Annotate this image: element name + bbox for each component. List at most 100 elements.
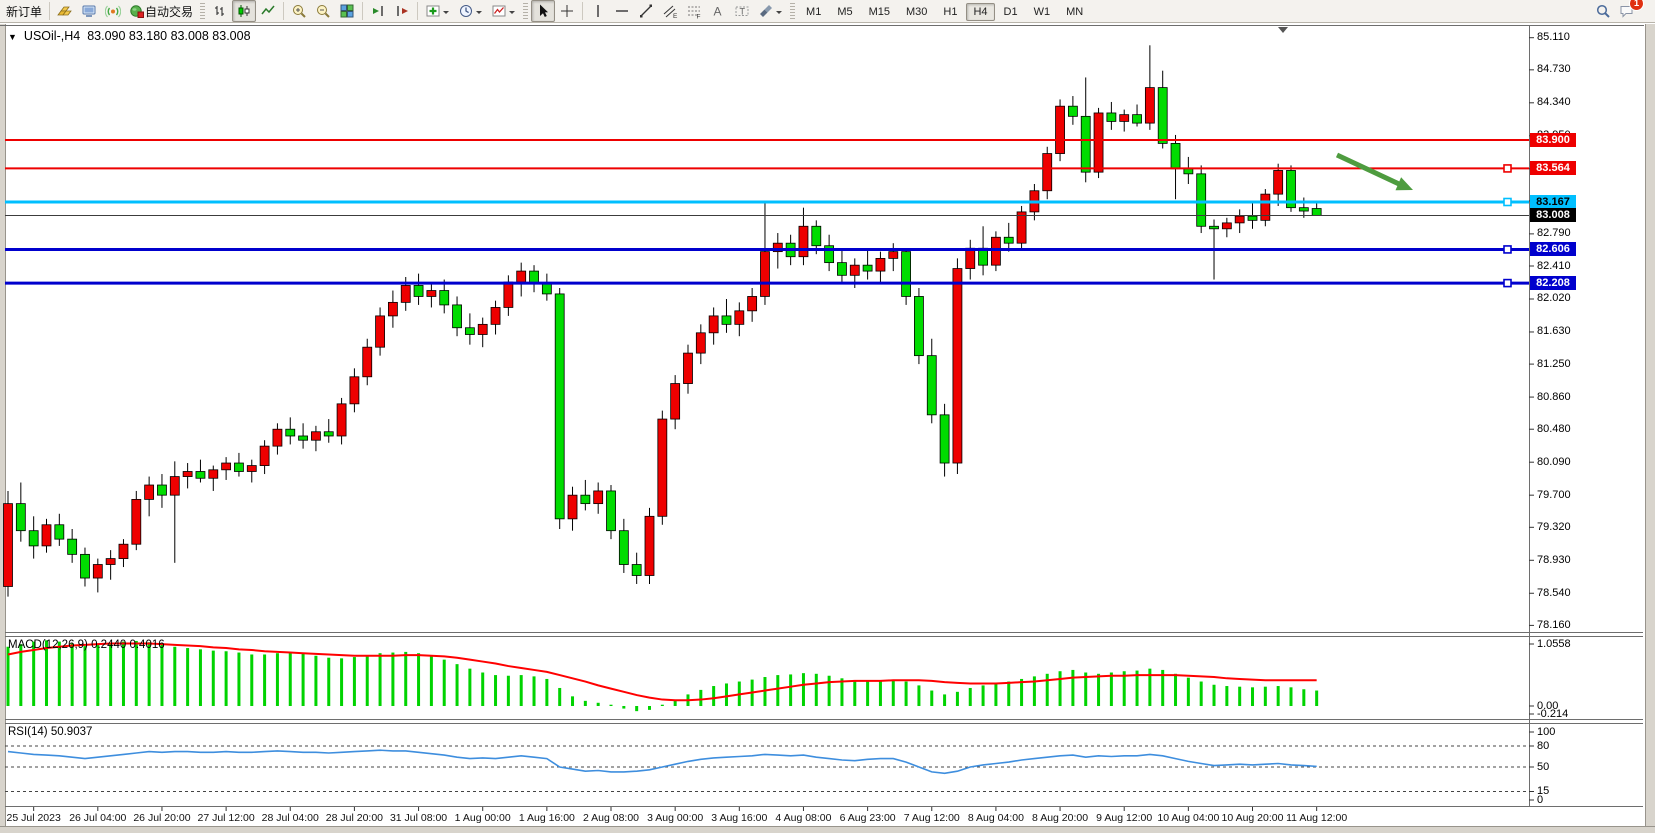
rsi-axis-tick: 0	[1537, 793, 1544, 806]
notification-badge: 1	[1629, 0, 1644, 11]
cursor-icon	[540, 4, 549, 17]
timeframe-button-h4[interactable]: H4	[966, 3, 995, 21]
price-chart-panel[interactable]	[5, 26, 1529, 632]
time-axis-label: 27 Jul 12:00	[197, 812, 255, 824]
periods-button[interactable]	[454, 0, 487, 22]
search-button[interactable]	[1591, 0, 1615, 22]
timeframe-button-w1[interactable]: W1	[1033, 6, 1051, 18]
auto-scroll-icon	[373, 6, 383, 16]
price-axis-tick: 80.860	[1537, 390, 1571, 403]
horizontal-line-tool-button[interactable]	[610, 0, 634, 22]
vertical-line-tool-button[interactable]	[586, 0, 610, 22]
auto-trading-button[interactable]: 自动交易	[125, 0, 197, 22]
line-chart-icon	[261, 5, 275, 15]
tile-windows-icon	[340, 4, 354, 18]
time-axis-label: 8 Aug 20:00	[1032, 812, 1089, 824]
tile-windows-button[interactable]	[335, 0, 359, 22]
price-axis-tick: 82.020	[1537, 292, 1571, 305]
rsi-axis-tick: 100	[1537, 725, 1556, 738]
main-toolbar: 新订单 自动交易 E F A T	[0, 0, 1655, 23]
period-icon	[460, 5, 473, 17]
shapes-tool-button[interactable]	[754, 0, 787, 22]
timeframe-button-m15[interactable]: M15	[868, 6, 890, 18]
market-watch-button[interactable]	[53, 0, 77, 22]
price-axis-tick: 78.930	[1537, 553, 1571, 566]
price-axis-tick: 84.340	[1537, 96, 1571, 109]
timeframe-button-d1[interactable]: D1	[1003, 6, 1018, 18]
chevron-down-icon	[476, 11, 483, 17]
price-level-label: 83.564	[1530, 161, 1576, 176]
new-order-button[interactable]: 新订单	[2, 0, 46, 22]
timeframe-button-mn[interactable]: MN	[1066, 6, 1084, 18]
timeframe-button-m30[interactable]: M30	[906, 6, 928, 18]
time-axis-label: 6 Aug 23:00	[839, 812, 896, 824]
time-axis-label: 3 Aug 00:00	[647, 812, 704, 824]
fibonacci-tool-button[interactable]: F	[682, 0, 706, 22]
rsi-panel[interactable]	[5, 724, 1529, 806]
auto-trading-label: 自动交易	[145, 4, 194, 19]
svg-text:F: F	[697, 14, 701, 20]
price-axis-tick: 81.250	[1537, 357, 1571, 370]
price-axis-tick: 83.950	[1537, 129, 1571, 142]
window-right-edge	[1645, 24, 1655, 826]
current-price-label: 83.008	[1530, 208, 1576, 223]
terminal-button[interactable]	[77, 0, 101, 22]
zoom-out-button[interactable]	[311, 0, 335, 22]
time-axis-label: 26 Jul 04:00	[69, 812, 127, 824]
toolbar-separator	[362, 2, 364, 20]
add-indicator-icon	[426, 5, 440, 17]
timeframe-group: M1 M5 M15 M30 H1 H4 D1 W1 MN	[798, 2, 1091, 21]
zoom-out-icon	[317, 5, 330, 18]
line-chart-mode-button[interactable]	[256, 0, 280, 22]
time-axis-label: 10 Aug 04:00	[1157, 812, 1220, 824]
toolbar-grip	[200, 3, 206, 19]
templates-button[interactable]	[487, 0, 520, 22]
autotrade-icon	[130, 5, 145, 18]
trendline-icon	[640, 4, 653, 18]
toolbar-separator	[283, 2, 285, 20]
macd-axis-tick: 1.0558	[1537, 637, 1571, 650]
toolbar-separator	[417, 2, 419, 20]
bar-chart-icon	[215, 6, 225, 16]
new-order-label: 新订单	[6, 4, 43, 19]
text-icon: A	[714, 5, 722, 19]
text-tool-button[interactable]: A	[706, 0, 730, 22]
channel-tool-button[interactable]: E	[658, 0, 682, 22]
candlestick-chart-icon	[238, 5, 250, 17]
fibonacci-icon: F	[688, 6, 701, 20]
timeframe-button-m1[interactable]: M1	[806, 6, 822, 18]
macd-axis-tick: -0.214	[1537, 707, 1569, 720]
price-level-label: 82.606	[1530, 242, 1576, 257]
macd-panel[interactable]	[5, 637, 1529, 719]
zoom-in-icon	[293, 5, 306, 18]
auto-scroll-button[interactable]	[366, 0, 390, 22]
price-axis-tick: 85.110	[1537, 31, 1570, 44]
timeframe-button-h1[interactable]: H1	[943, 6, 958, 18]
price-axis-tick: 78.540	[1537, 586, 1571, 599]
channel-icon: E	[663, 5, 678, 19]
window-left-edge	[0, 24, 6, 826]
signals-button[interactable]	[101, 0, 125, 22]
candlestick-chart-mode-button[interactable]	[232, 0, 257, 22]
toolbar-grip	[523, 3, 529, 19]
vertical-line-icon	[597, 5, 599, 17]
price-level-label: 83.900	[1530, 133, 1576, 148]
crosshair-tool-button[interactable]	[555, 0, 579, 22]
time-axis-label: 7 Aug 12:00	[903, 812, 960, 824]
notifications-button[interactable]: 1	[1615, 0, 1644, 22]
time-axis-label: 10 Aug 20:00	[1221, 812, 1284, 824]
cursor-tool-button[interactable]	[531, 0, 556, 22]
add-indicator-button[interactable]	[421, 0, 454, 22]
label-tool-button[interactable]: T	[730, 0, 754, 22]
search-icon	[1596, 4, 1610, 18]
price-axis-tick: 78.160	[1537, 618, 1571, 631]
bar-chart-mode-button[interactable]	[208, 0, 232, 22]
chart-shift-button[interactable]	[390, 0, 414, 22]
timeframe-button-m5[interactable]: M5	[837, 6, 853, 18]
signal-icon	[105, 5, 122, 18]
svg-text:E: E	[673, 13, 678, 19]
trendline-tool-button[interactable]	[634, 0, 658, 22]
price-axis-tick: 83.560	[1537, 162, 1571, 175]
zoom-in-button[interactable]	[287, 0, 311, 22]
